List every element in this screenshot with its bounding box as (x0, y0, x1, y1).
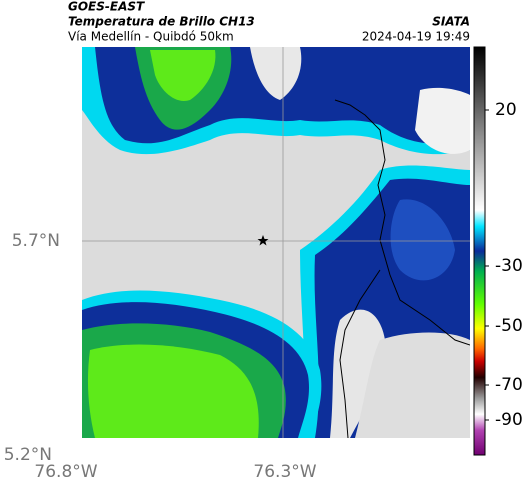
x-label: 76.8°W (34, 462, 97, 482)
satellite-map (82, 47, 470, 438)
y-label: 5.7°N (12, 231, 60, 251)
subtitle: Temperatura de Brillo CH13 (68, 15, 255, 29)
title: GOES-EAST (68, 0, 145, 14)
timestamp: 2024-04-19 19:49 (362, 30, 470, 44)
colorbar-label: 20 (495, 100, 517, 120)
colorbar (473, 46, 486, 456)
colorbar-ticks (485, 109, 489, 421)
colorbar-label: -70 (495, 375, 523, 395)
route: Vía Medellín - Quibdó 50km (68, 30, 234, 44)
y-label: 5.2°N (4, 445, 52, 465)
x-label: 76.3°W (253, 462, 316, 482)
source: SIATA (432, 15, 470, 29)
colorbar-label: -30 (495, 256, 523, 276)
colorbar-label: -50 (495, 316, 523, 336)
colorbar-label: -90 (495, 410, 523, 430)
